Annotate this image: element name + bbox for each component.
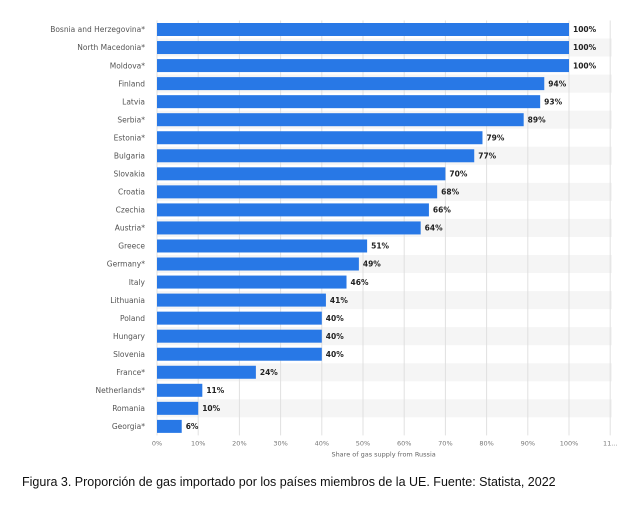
bar: [157, 293, 326, 307]
bar: [157, 95, 541, 109]
figure-caption: Figura 3. Proporción de gas importado po…: [22, 475, 556, 489]
bar: [157, 203, 429, 217]
bar: [157, 23, 569, 36]
value-label: 89%: [528, 115, 546, 124]
x-tick-label: 50%: [356, 439, 370, 447]
category-label: Slovakia: [114, 170, 146, 179]
value-label: 64%: [425, 224, 443, 233]
category-label: Finland: [118, 79, 145, 88]
bar: [157, 311, 322, 325]
x-tick-label: 90%: [521, 439, 535, 447]
bar: [157, 77, 545, 91]
row-band: [157, 399, 612, 418]
value-label: 40%: [326, 350, 344, 359]
bar: [157, 347, 322, 361]
category-label: Italy: [129, 278, 146, 287]
bar: [157, 257, 359, 271]
value-label: 46%: [351, 278, 369, 287]
bar: [157, 221, 421, 235]
category-label: Romania: [112, 404, 145, 413]
category-label: Slovenia: [113, 350, 145, 359]
category-label: Croatia: [118, 188, 145, 197]
value-label: 49%: [363, 260, 381, 269]
category-label: Netherlands*: [96, 386, 146, 395]
x-axis-label: Share of gas supply from Russia: [331, 450, 435, 458]
value-label: 70%: [449, 170, 467, 179]
category-label: Latvia: [122, 97, 145, 106]
category-label: Georgia*: [112, 422, 145, 431]
bar: [157, 41, 569, 55]
category-label: Hungary: [113, 332, 146, 341]
x-tick-label: 40%: [315, 439, 329, 447]
bar: [157, 113, 524, 127]
category-label: Estonia*: [114, 133, 146, 142]
value-label: 10%: [202, 404, 220, 413]
bar: [157, 149, 475, 163]
category-label: Serbia*: [117, 115, 145, 124]
bar: [157, 329, 322, 343]
category-label: Czechia: [116, 206, 145, 215]
category-label: Poland: [120, 314, 145, 323]
bar: [157, 383, 203, 397]
bar: [157, 401, 199, 415]
bar-chart: Bosnia and Herzegovina* 100% North Macedon…: [50, 20, 617, 458]
x-tick-label: 0%: [152, 439, 162, 447]
value-label: 24%: [260, 368, 278, 377]
bar: [157, 239, 368, 253]
value-label: 51%: [371, 242, 389, 251]
value-label: 40%: [326, 332, 344, 341]
value-label: 77%: [478, 151, 496, 160]
category-label: Lithuania: [110, 296, 145, 305]
category-label: France*: [116, 368, 145, 377]
value-label: 11%: [206, 386, 224, 395]
category-label: Austria*: [115, 224, 145, 233]
x-tick-label: 10%: [191, 439, 205, 447]
bar: [157, 419, 182, 433]
value-label: 68%: [441, 188, 459, 197]
bar: [157, 365, 256, 379]
category-label: Germany*: [107, 260, 145, 269]
x-tick-label: 70%: [438, 439, 452, 447]
value-label: 66%: [433, 206, 451, 215]
category-label: Bosnia and Herzegovina*: [50, 25, 145, 34]
value-label: 6%: [186, 422, 199, 431]
category-label: Greece: [118, 242, 145, 251]
bar: [157, 59, 569, 73]
value-label: 94%: [548, 79, 566, 88]
x-tick-label: 30%: [273, 439, 287, 447]
value-label: 40%: [326, 314, 344, 323]
bar: [157, 275, 347, 289]
value-label: 79%: [486, 133, 504, 142]
value-label: 41%: [330, 296, 348, 305]
category-label: North Macedonia*: [77, 43, 145, 52]
bar: [157, 185, 438, 199]
category-label: Moldova*: [110, 61, 146, 70]
x-tick-label: 80%: [479, 439, 493, 447]
bar: [157, 167, 446, 181]
x-tick-label: 60%: [397, 439, 411, 447]
value-label: 100%: [573, 25, 597, 34]
value-label: 100%: [573, 43, 597, 52]
x-tick-label: 100%: [560, 439, 579, 447]
x-tick-label: 11...: [603, 439, 617, 447]
row-band: [157, 363, 612, 382]
bar: [157, 131, 483, 145]
value-label: 93%: [544, 97, 562, 106]
x-tick-label: 20%: [232, 439, 246, 447]
category-label: Bulgaria: [114, 151, 145, 160]
value-label: 100%: [573, 61, 597, 70]
